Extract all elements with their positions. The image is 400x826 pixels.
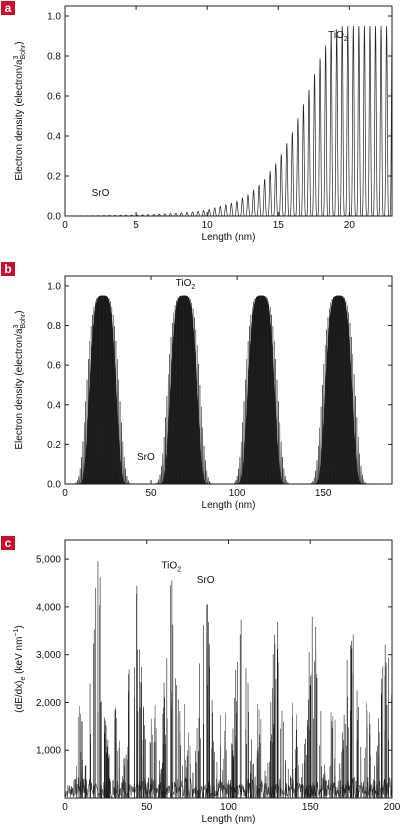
- y-tick-label: 2,000: [36, 698, 61, 709]
- y-tick-label: 1.0: [47, 281, 61, 292]
- density-peak-fill: [65, 295, 141, 485]
- panel-c: c 0 50 100 150 200 1,000 2,000 3,000 4,000 5,000 L…: [0, 532, 400, 826]
- energy-loss-cluster: [149, 580, 184, 798]
- y-tick-label: 0.4: [47, 400, 61, 411]
- x-axis-label: Length (nm): [202, 814, 256, 825]
- y-tick-label: 4,000: [36, 602, 61, 613]
- annotation-sub: 2: [344, 36, 348, 43]
- y-axis-label-sup: −1: [13, 628, 20, 636]
- y-tick-label: 1,000: [36, 746, 61, 757]
- x-tick-label: 50: [145, 488, 157, 499]
- density-peak: [65, 295, 141, 485]
- energy-loss-cluster: [364, 644, 392, 798]
- y-tick-label: 0.2: [47, 440, 61, 451]
- x-tick-label: 100: [220, 802, 237, 813]
- annotation-label: SrO: [197, 575, 215, 586]
- x-tick-label: 0: [62, 220, 68, 231]
- y-tick-label: 3,000: [36, 650, 61, 661]
- y-axis-label: (dE/dx)e (keV nm−1): [13, 625, 27, 712]
- chart-c: 0 50 100 150 200 1,000 2,000 3,000 4,000 5,000 Len…: [13, 539, 400, 825]
- y-tick-label: 0.0: [47, 480, 61, 491]
- energy-loss-cluster: [114, 585, 148, 798]
- energy-loss-cluster: [184, 604, 219, 798]
- density-line: [65, 25, 393, 217]
- x-axis-label: Length (nm): [202, 232, 256, 243]
- y-axis-label-sup: 3: [13, 324, 20, 328]
- y-axis-label-end: ): [14, 41, 25, 44]
- density-line: [65, 295, 392, 485]
- y-axis-label-main: Electron density (electron/a: [14, 328, 25, 450]
- x-tick-label: 150: [302, 802, 319, 813]
- panel-b: b 0 50 100 150 0.0 0.2 0.4 0.6 0.8 1.0 Length (nm)…: [0, 262, 400, 532]
- y-tick-label: 1.0: [47, 12, 61, 23]
- annotation-label: SrO: [137, 452, 155, 463]
- y-axis-label-end: ): [14, 310, 25, 313]
- y-axis-label: Electron density (electron/a3Bohr): [13, 310, 27, 449]
- x-tick-label: 15: [273, 220, 285, 231]
- annotation-label: TiO2: [328, 30, 348, 43]
- energy-loss-cluster: [256, 621, 291, 798]
- y-axis-label-sup: 3: [13, 55, 20, 59]
- annotation-text: TiO: [161, 561, 177, 572]
- y-axis-label: Electron density (electron/a3Bohr): [13, 41, 27, 180]
- x-tick-label: 5: [133, 220, 139, 231]
- panel-label-c: c: [1, 536, 15, 550]
- annotation-text: TiO: [176, 278, 192, 289]
- panel-a: a 0 5 10 15 20 0.0 0.2 0.4 0.6 0.8 1.0 Length (nm) E…: [0, 0, 400, 262]
- annotation-sub: 2: [191, 284, 195, 291]
- density-peak: [223, 295, 300, 485]
- chart-b: 0 50 100 150 0.0 0.2 0.4 0.6 0.8 1.0 Length (nm) El…: [13, 275, 393, 511]
- density-peak-fill: [223, 295, 300, 485]
- chart-a: 0 5 10 15 20 0.0 0.2 0.4 0.6 0.8 1.0 Length (nm) Ele…: [13, 5, 393, 243]
- annotation-label: TiO2: [176, 278, 196, 291]
- y-tick-label: 0.0: [47, 212, 61, 223]
- x-tick-label: 150: [315, 488, 332, 499]
- panel-label-a: a: [1, 1, 15, 15]
- y-axis-label-sub: Bohr: [20, 44, 27, 59]
- x-tick-label: 100: [229, 488, 246, 499]
- annotation-text: SrO: [92, 188, 110, 199]
- annotation-text: SrO: [197, 575, 215, 586]
- x-tick-label: 0: [62, 488, 68, 499]
- panel-label-b: b: [1, 262, 15, 276]
- y-axis-label-main: (dE/dx): [14, 681, 25, 713]
- energy-loss-cluster: [292, 616, 327, 798]
- y-tick-label: 0.8: [47, 52, 61, 63]
- y-tick-label: 0.6: [47, 361, 61, 372]
- y-tick-label: 0.8: [47, 321, 61, 332]
- x-tick-label: 0: [62, 802, 68, 813]
- y-axis-label-main: Electron density (electron/a: [14, 59, 25, 181]
- x-tick-label: 50: [141, 802, 153, 813]
- y-axis-label-sub: e: [20, 677, 27, 681]
- annotation-label: TiO2: [161, 561, 181, 574]
- annotation-label: SrO: [92, 188, 110, 199]
- y-tick-label: 0.6: [47, 92, 61, 103]
- x-tick-label: 20: [344, 220, 356, 231]
- x-tick-label: 10: [202, 220, 214, 231]
- energy-loss-cluster: [220, 619, 254, 798]
- y-axis-label-close: ): [14, 625, 25, 628]
- annotation-text: SrO: [137, 452, 155, 463]
- y-axis-label-end: (keV nm: [14, 637, 25, 677]
- annotation-sub: 2: [177, 567, 181, 574]
- y-tick-label: 0.2: [47, 172, 61, 183]
- y-tick-label: 0.4: [47, 132, 61, 143]
- x-tick-label: 200: [384, 802, 400, 813]
- y-axis-label-sub: Bohr: [20, 313, 27, 328]
- energy-loss-cluster: [76, 561, 111, 798]
- x-axis-label: Length (nm): [202, 500, 256, 511]
- energy-loss-cluster: [329, 634, 364, 798]
- y-tick-label: 5,000: [36, 555, 61, 566]
- annotation-text: TiO: [328, 30, 344, 41]
